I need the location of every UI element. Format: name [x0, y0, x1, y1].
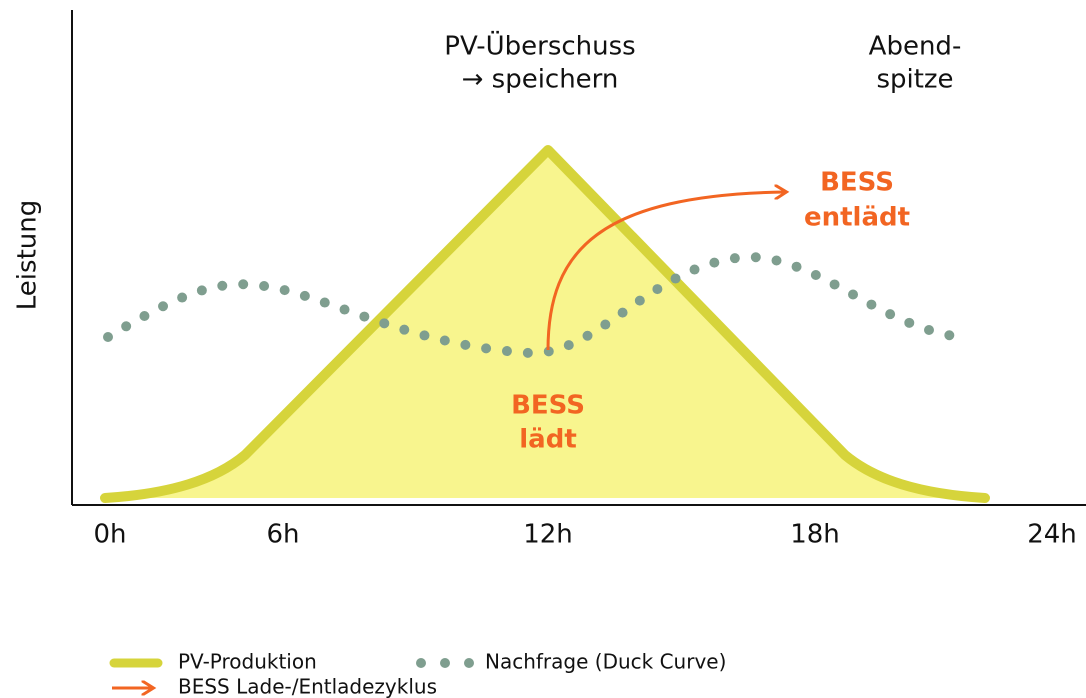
annotation: → speichern: [462, 65, 619, 95]
legend-swatch: [464, 658, 474, 668]
x-tick-label: 24h: [1027, 520, 1077, 550]
legend-label: PV-Produktion: [178, 650, 317, 674]
bess-arrow: [546, 192, 785, 351]
legend-label: BESS Lade-/Entladezyklus: [178, 675, 437, 698]
legend-swatch: [416, 658, 426, 668]
pv-area: [105, 150, 985, 498]
demand-line: [103, 251, 973, 359]
y-axis-label: Leistung: [13, 200, 43, 310]
x-tick-label: 0h: [93, 520, 126, 550]
annotation: Abend-: [869, 32, 962, 62]
annotation: BESS: [511, 391, 585, 421]
x-tick-label: 12h: [523, 520, 573, 550]
x-tick-label: 18h: [790, 520, 840, 550]
annotation: spitze: [876, 65, 953, 95]
annotation: lädt: [519, 425, 577, 455]
legend-label: Nachfrage (Duck Curve): [485, 650, 726, 674]
annotation: entlädt: [804, 203, 910, 233]
annotation: BESS: [820, 168, 894, 198]
x-tick-label: 6h: [266, 520, 299, 550]
annotation: PV-Überschuss: [444, 30, 635, 62]
pv-line: [100, 145, 990, 503]
legend-swatch: [440, 658, 450, 668]
